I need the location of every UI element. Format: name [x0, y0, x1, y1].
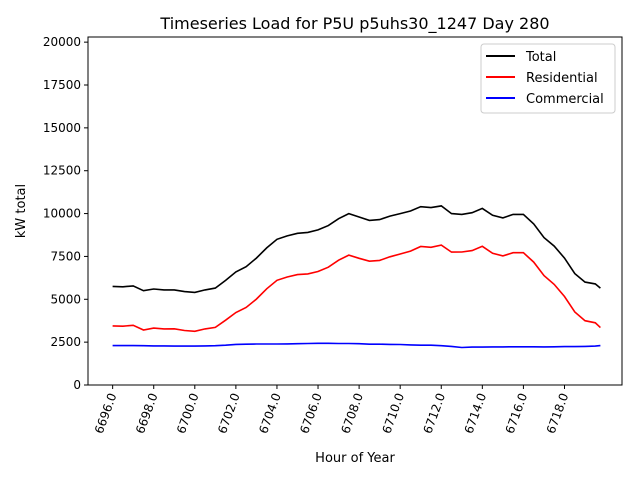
x-tick-label: 6714.0 [462, 391, 490, 435]
y-axis-label: kW total [14, 184, 29, 238]
series-line-commercial [112, 342, 601, 349]
legend-label-residential: Residential [526, 71, 598, 86]
y-tick-label: 20000 [43, 35, 81, 49]
plot-frame [87, 36, 623, 386]
legend-label-total: Total [525, 50, 556, 65]
y-tick-label: 0 [73, 378, 81, 392]
legend-label-commercial: Commercial [526, 92, 604, 107]
y-tick-label: 17500 [43, 78, 81, 92]
legend-box [480, 43, 616, 114]
x-tick-label: 6704.0 [256, 391, 284, 435]
x-tick-label: 6702.0 [215, 391, 243, 435]
y-axis: 0 2500 5000 7500 10000 12500 15000 17500 20000 [43, 35, 88, 392]
y-tick-label: 7500 [50, 249, 81, 263]
x-tick-label: 6710.0 [379, 391, 407, 435]
x-tick-label: 6718.0 [544, 391, 572, 435]
x-tick-label: 6712.0 [421, 391, 449, 435]
chart-title: Timeseries Load for P5U p5uhs30_1247 Day… [159, 14, 549, 34]
x-tick-label: 6696.0 [92, 391, 120, 435]
x-axis-label: Hour of Year [315, 451, 395, 466]
series-line-total [112, 205, 601, 294]
x-tick-label: 6706.0 [297, 391, 325, 435]
y-tick-label: 2500 [50, 335, 81, 349]
y-tick-label: 5000 [50, 292, 81, 306]
series-line-residential [112, 244, 601, 333]
x-axis: 6696.0 6698.0 6700.0 6702.0 6704.0 6706.0 6708… [92, 385, 571, 435]
x-tick-label: 6698.0 [133, 391, 161, 435]
y-tick-label: 12500 [43, 164, 81, 178]
legend: Total Residential Commercial [480, 43, 616, 114]
x-tick-label: 6700.0 [174, 391, 202, 435]
x-tick-label: 6716.0 [503, 391, 531, 435]
y-tick-label: 15000 [43, 121, 81, 135]
x-tick-label: 6708.0 [338, 391, 366, 435]
y-tick-label: 10000 [43, 207, 81, 221]
series-layer [112, 205, 601, 349]
